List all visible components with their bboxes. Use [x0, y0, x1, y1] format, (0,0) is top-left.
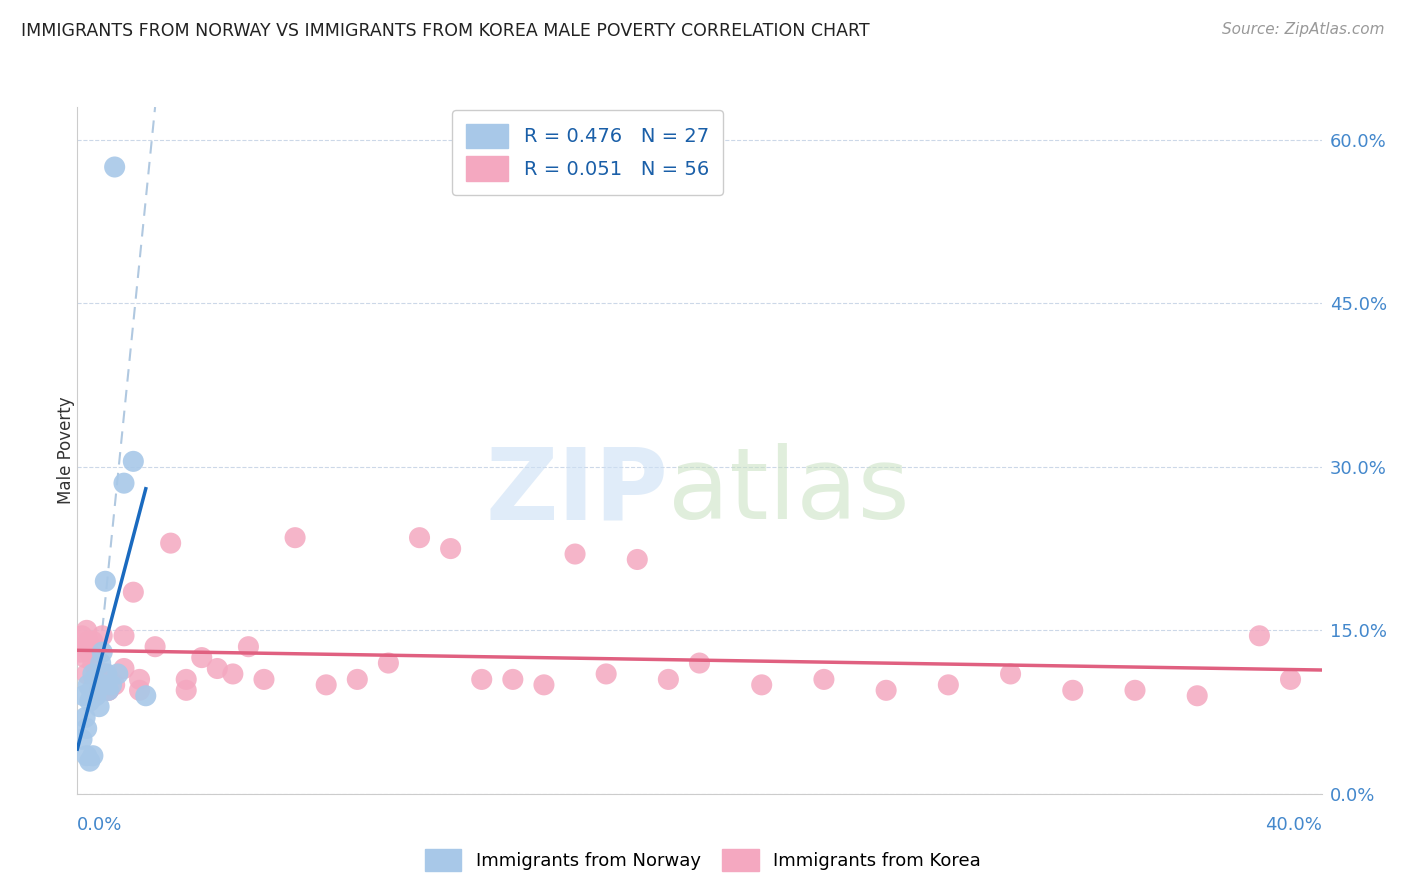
Point: [595, 667, 617, 681]
Point: [100, 678, 122, 692]
Point: [657, 673, 679, 687]
Point: [1000, 667, 1022, 681]
Point: [112, 661, 135, 675]
Point: [104, 678, 127, 692]
Point: [751, 678, 773, 692]
Point: [875, 683, 897, 698]
Point: [1187, 689, 1209, 703]
Text: 0.0%: 0.0%: [77, 816, 122, 834]
Point: [70, 629, 93, 643]
Point: [82, 656, 104, 670]
Point: [86, 678, 108, 692]
Point: [107, 667, 129, 681]
Point: [533, 678, 555, 692]
Point: [83, 673, 105, 687]
Point: [502, 673, 524, 687]
Point: [76, 722, 98, 736]
Point: [82, 667, 104, 681]
Point: [87, 683, 110, 698]
Point: [72, 640, 94, 654]
Point: [689, 656, 711, 670]
Point: [79, 754, 101, 768]
Point: [564, 547, 586, 561]
Point: [93, 678, 115, 692]
Point: [471, 673, 494, 687]
Point: [128, 683, 150, 698]
Point: [75, 710, 97, 724]
Point: [77, 678, 100, 692]
Text: ZIP: ZIP: [485, 443, 668, 541]
Point: [346, 673, 368, 687]
Point: [84, 689, 107, 703]
Point: [1062, 683, 1084, 698]
Point: [626, 552, 648, 566]
Point: [72, 689, 94, 703]
Point: [238, 640, 260, 654]
Point: [87, 673, 110, 687]
Point: [284, 531, 307, 545]
Point: [408, 531, 430, 545]
Point: [222, 667, 245, 681]
Point: [813, 673, 835, 687]
Point: [174, 673, 197, 687]
Point: [97, 683, 120, 698]
Point: [104, 160, 127, 174]
Point: [76, 748, 98, 763]
Point: [80, 683, 103, 698]
Point: [112, 476, 135, 491]
Point: [159, 536, 181, 550]
Point: [76, 624, 98, 638]
Legend: R = 0.476   N = 27, R = 0.051   N = 56: R = 0.476 N = 27, R = 0.051 N = 56: [453, 110, 723, 194]
Point: [82, 748, 104, 763]
Point: [122, 454, 145, 468]
Point: [75, 650, 97, 665]
Point: [91, 645, 114, 659]
Point: [174, 683, 197, 698]
Point: [938, 678, 960, 692]
Legend: Immigrants from Norway, Immigrants from Korea: Immigrants from Norway, Immigrants from …: [418, 842, 988, 879]
Point: [97, 683, 120, 698]
Point: [122, 585, 145, 599]
Point: [377, 656, 399, 670]
Point: [207, 661, 229, 675]
Point: [87, 699, 110, 714]
Point: [112, 629, 135, 643]
Point: [79, 694, 101, 708]
Point: [97, 683, 120, 698]
Point: [440, 541, 463, 556]
Point: [96, 667, 118, 681]
Point: [77, 634, 100, 648]
Point: [94, 574, 117, 589]
Text: Source: ZipAtlas.com: Source: ZipAtlas.com: [1222, 22, 1385, 37]
Text: atlas: atlas: [668, 443, 910, 541]
Point: [82, 634, 104, 648]
Point: [1279, 673, 1302, 687]
Y-axis label: Male Poverty: Male Poverty: [58, 397, 75, 504]
Point: [79, 645, 101, 659]
Point: [1123, 683, 1146, 698]
Point: [1249, 629, 1271, 643]
Text: 40.0%: 40.0%: [1265, 816, 1322, 834]
Point: [90, 656, 112, 670]
Point: [84, 661, 107, 675]
Point: [191, 650, 214, 665]
Point: [143, 640, 166, 654]
Point: [91, 629, 114, 643]
Point: [69, 645, 91, 659]
Point: [94, 667, 117, 681]
Point: [253, 673, 276, 687]
Point: [135, 689, 157, 703]
Point: [70, 732, 93, 747]
Point: [315, 678, 337, 692]
Point: [128, 673, 150, 687]
Point: [76, 667, 98, 681]
Text: IMMIGRANTS FROM NORWAY VS IMMIGRANTS FROM KOREA MALE POVERTY CORRELATION CHART: IMMIGRANTS FROM NORWAY VS IMMIGRANTS FRO…: [21, 22, 870, 40]
